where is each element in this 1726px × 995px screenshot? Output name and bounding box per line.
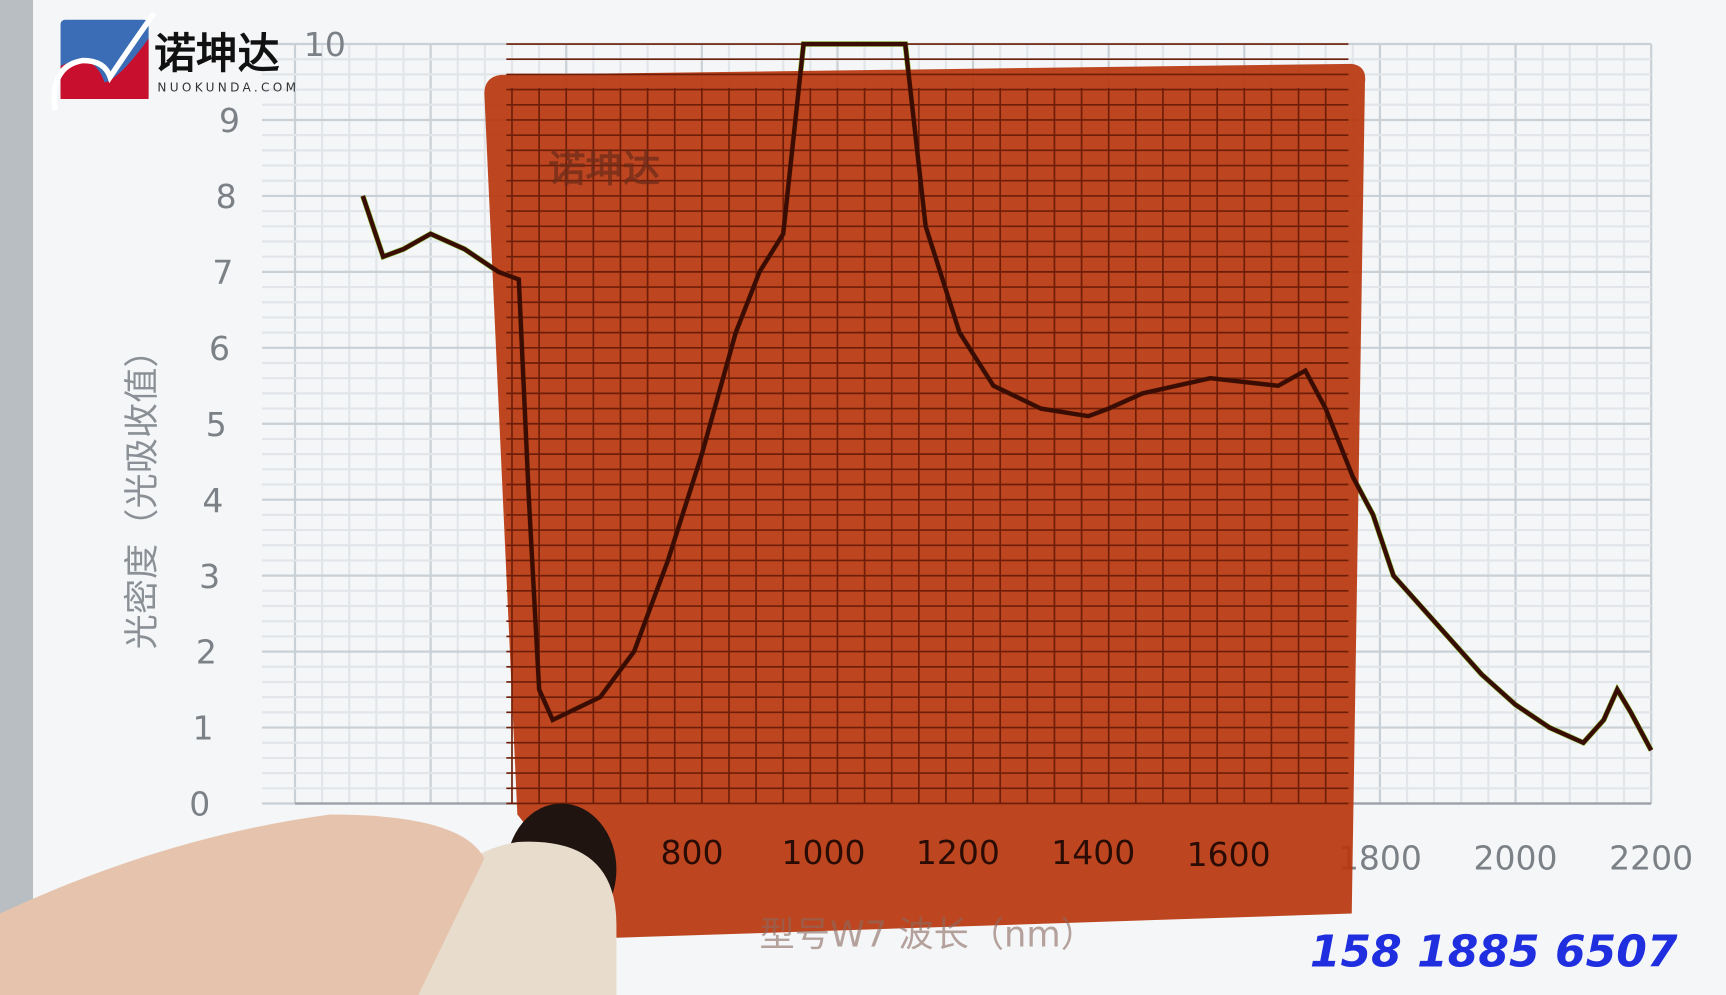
series-line-through-filter xyxy=(360,41,1654,752)
y-tick-label: 2 xyxy=(196,633,217,672)
y-tick-label: 0 xyxy=(189,785,210,824)
y-axis-label: 光密度（光吸收值） xyxy=(122,332,163,649)
filter-glass: 800 1000 1200 1400 1600 诺坤达 型号W7 波长（nm） xyxy=(360,41,1654,956)
y-tick-label: 4 xyxy=(202,481,223,520)
y-tick-label: 6 xyxy=(209,329,230,368)
fingers xyxy=(0,803,617,995)
y-tick-label: 7 xyxy=(212,253,233,292)
brand-logo: 诺坤达 NUOKUNDA.COM xyxy=(51,11,299,111)
x-tick-label: 2000 xyxy=(1474,839,1558,878)
y-tick-label: 8 xyxy=(216,177,237,216)
y-ticks: 0 1 2 3 4 5 6 7 8 9 10 xyxy=(189,25,346,823)
phone-number: 158 1885 6507 xyxy=(1310,926,1678,977)
y-tick-label: 1 xyxy=(193,709,214,748)
x-tick-label: 1600 xyxy=(1187,835,1271,874)
brand-name: 诺坤达 xyxy=(154,29,280,78)
filter-watermark: 诺坤达 xyxy=(548,147,661,191)
x-tick-label: 1200 xyxy=(916,833,1000,872)
y-tick-label: 3 xyxy=(199,557,220,596)
brand-domain: NUOKUNDA.COM xyxy=(157,80,299,94)
x-tick-label: 1400 xyxy=(1051,833,1135,872)
x-tick-label: 1000 xyxy=(782,833,866,872)
x-tick-label: 2200 xyxy=(1609,839,1693,878)
x-tick-label: 800 xyxy=(660,833,723,872)
y-tick-label: 5 xyxy=(206,405,227,444)
screen-bezel xyxy=(0,0,34,995)
x-axis-label: 型号W7 波长（nm） xyxy=(760,915,1096,956)
y-tick-label: 9 xyxy=(219,101,240,140)
y-tick-label: 10 xyxy=(304,25,346,64)
